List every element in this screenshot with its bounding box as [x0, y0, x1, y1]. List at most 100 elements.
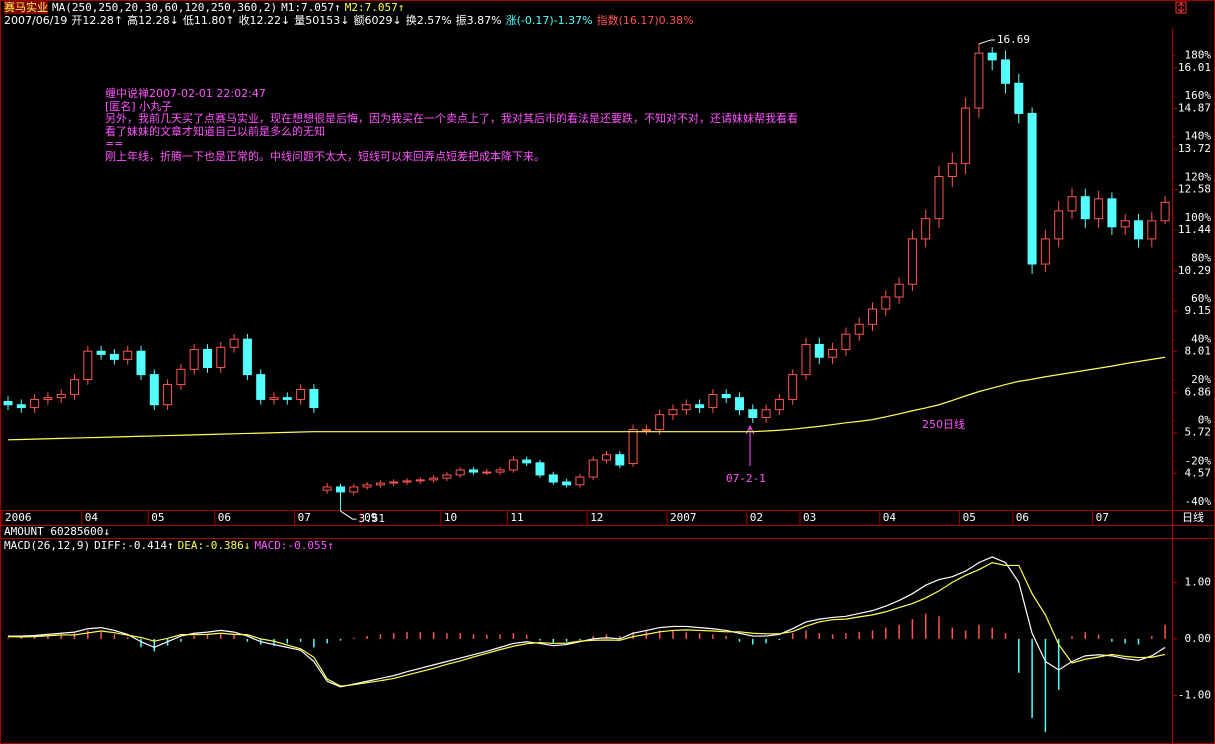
y-tick-label: 5.72 — [1185, 426, 1212, 439]
header: 赛马实业 MA(250,250,20,30,60,120,250,360,2) M1… — [4, 1, 408, 14]
candle-body — [1001, 59, 1010, 84]
candle-body — [482, 471, 492, 474]
quote-item: 涨(-0.17)-1.37% — [505, 14, 593, 27]
candle-body — [1120, 220, 1130, 228]
x-tick-label: 2007 — [670, 511, 697, 524]
x-tick-label: 07 — [1096, 511, 1109, 524]
y-tick-label: 11.44 — [1178, 223, 1211, 236]
candle-body — [375, 482, 385, 486]
quote-item: 换2.57% — [405, 14, 452, 27]
x-tick-label: 2006 — [5, 511, 32, 524]
candle-body — [70, 379, 79, 395]
candle-body — [149, 374, 159, 406]
macd-title: MACD(26,12,9) — [4, 539, 91, 552]
candle-body — [788, 374, 798, 400]
y2-tick-label: 120% — [1185, 170, 1212, 183]
comment-line: 另外，我前几天买了点赛马实业，现在想想很是后悔，因为我买在一个卖点上了，我对其后… — [105, 112, 798, 125]
quote-item: 低11.80↑ — [182, 14, 235, 27]
quote-item: 指数(16.17)0.38% — [596, 14, 694, 27]
candle-body — [229, 338, 239, 348]
candle-body — [894, 283, 904, 298]
candle-body — [56, 393, 66, 399]
amount: AMOUNT 60285600↓ — [4, 525, 110, 538]
candle-body — [16, 404, 26, 409]
candle-body — [1094, 198, 1104, 220]
candle-body — [708, 393, 718, 409]
macd-y-tick-label: -1.00 — [1178, 688, 1211, 701]
candle-body — [907, 238, 917, 285]
candle-body — [1067, 196, 1077, 212]
candle-body — [575, 476, 585, 486]
x-tick-label: 05 — [963, 511, 976, 524]
candle-body — [628, 429, 638, 465]
candle-body — [1014, 82, 1024, 114]
candle-body — [881, 296, 891, 310]
candle-body — [282, 397, 292, 400]
candle-body — [1134, 220, 1143, 240]
candle-body — [176, 368, 186, 386]
candle-body — [389, 481, 399, 484]
macd-label: MACD:-0.055↑ — [254, 539, 334, 552]
candle-body — [442, 474, 452, 479]
y2-tick-label: 20% — [1191, 373, 1211, 386]
y-tick-label: 13.72 — [1178, 142, 1211, 155]
ma-label: 250日线 — [922, 417, 965, 431]
candle-body — [415, 479, 425, 482]
y2-tick-label: 100% — [1185, 211, 1212, 224]
comment-line: 看了妹妹的文章才知道自己以前是多么的无知 — [105, 124, 325, 138]
toolbar-icon-arrow — [1177, 2, 1185, 13]
quote-item: 量50153↓ — [294, 14, 350, 27]
toolbar-icon[interactable] — [1175, 1, 1187, 14]
candle-body — [961, 107, 971, 164]
comment-line: 缠中说禅2007-02-01 22:02:47 — [105, 87, 266, 100]
x-tick-label: 06 — [1016, 511, 1029, 524]
candle-body — [30, 398, 40, 409]
candle-body — [1054, 210, 1064, 240]
candle-body — [668, 409, 678, 416]
candle-body — [548, 474, 558, 483]
candle-body — [269, 397, 279, 400]
candle-body — [83, 350, 93, 381]
y2-tick-label: 80% — [1191, 251, 1211, 264]
candle-body — [1040, 238, 1050, 265]
x-tick-label: 11 — [510, 511, 523, 524]
candle-body — [362, 484, 372, 488]
quote-item: 额6029↓ — [353, 14, 402, 27]
candle-body — [336, 486, 345, 493]
candle-body — [681, 404, 691, 411]
ma-line — [7, 356, 1166, 441]
candle-body — [508, 459, 518, 471]
candle-body — [814, 343, 824, 358]
max-pointer — [978, 39, 995, 45]
quote-item: 振3.87% — [455, 14, 502, 27]
candle-body — [921, 218, 931, 240]
comment-line: == — [105, 137, 124, 150]
period-label: 日线 — [1182, 510, 1204, 524]
y2-tick-label: 160% — [1185, 89, 1212, 102]
comment-line: [匿名] 小丸子 — [105, 99, 173, 113]
candle-body — [349, 486, 359, 493]
candle-body — [96, 350, 106, 355]
candle-body — [1160, 201, 1170, 222]
candle-body — [748, 409, 758, 418]
y-tick-label: 12.58 — [1178, 183, 1211, 196]
y-tick-label: 16.01 — [1178, 61, 1211, 74]
candle-body — [123, 350, 133, 360]
macd-label: DIFF:-0.414↑ — [94, 539, 174, 552]
candle-body — [562, 481, 572, 486]
candle-body — [43, 397, 53, 400]
stock-name: 赛马实业 — [4, 1, 48, 14]
x-tick-label: 02 — [750, 511, 763, 524]
candle-body — [3, 401, 13, 406]
x-tick-label: 07 — [298, 511, 311, 524]
macd-header: MACD(26,12,9) DIFF:-0.414↑ DEA:-0.386↓ MACD… — [4, 539, 338, 552]
macd-label: DEA:-0.386↓ — [177, 539, 251, 552]
quote-item: 收12.22↓ — [238, 14, 291, 27]
candle-body — [256, 374, 266, 400]
candle-body — [402, 480, 412, 483]
candle-body — [109, 353, 119, 360]
y-tick-label: 4.57 — [1185, 466, 1212, 479]
candle-body — [615, 454, 625, 466]
